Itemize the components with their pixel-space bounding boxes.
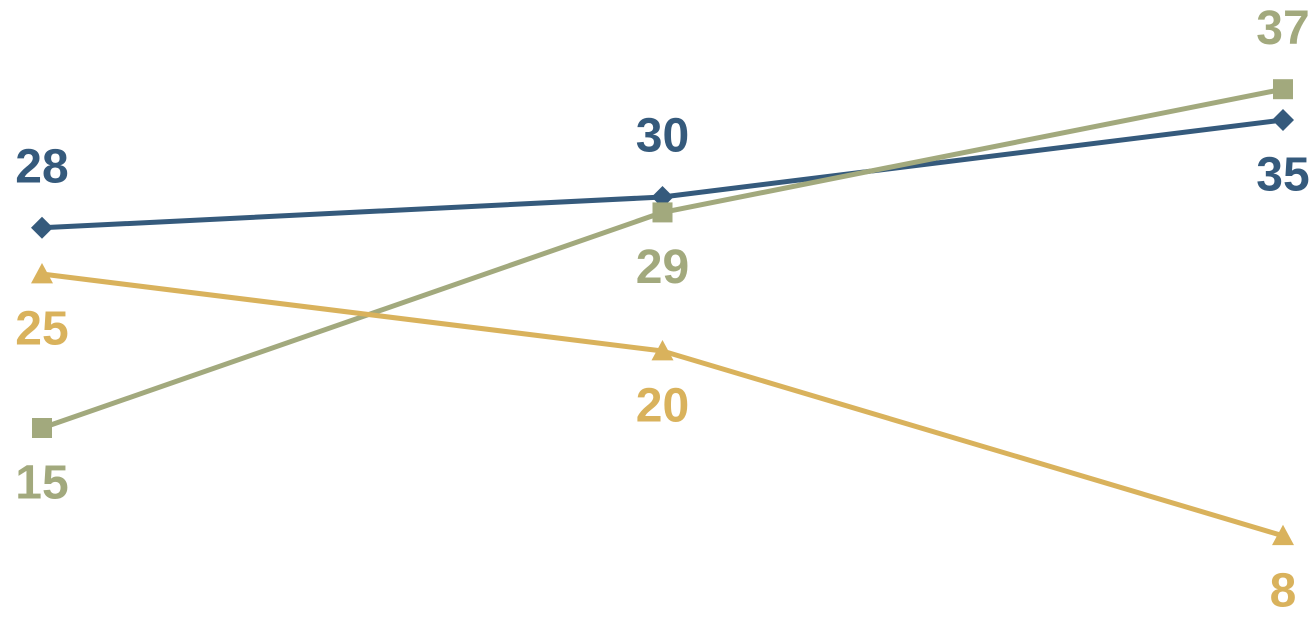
series-2-data-label-1: 15: [15, 457, 68, 510]
series-3-point-2: [651, 340, 674, 361]
series-1-point-1: [31, 216, 53, 239]
series-2-data-label-2: 29: [636, 241, 689, 294]
series-1-data-label-3: 35: [1256, 149, 1309, 202]
series-2-point-3: [1273, 79, 1293, 100]
data-labels: 28 30 35 15 29 37 25 20 8: [15, 2, 1309, 618]
series-1-point-3: [1272, 109, 1294, 131]
series-markers: [31, 79, 1294, 546]
series-2-point-1: [32, 418, 52, 438]
series-3-data-label-2: 20: [636, 380, 689, 433]
series-1-data-label-1: 28: [15, 140, 68, 193]
series-2-data-label-3: 37: [1256, 2, 1309, 55]
series-3-data-label-1: 25: [15, 303, 68, 356]
series-2-point-2: [652, 202, 673, 223]
series-3-point-1: [31, 263, 53, 284]
series-1-data-label-2: 30: [636, 110, 689, 163]
series-3-point-3: [1272, 524, 1294, 546]
series-3-data-label-3: 8: [1270, 564, 1297, 617]
